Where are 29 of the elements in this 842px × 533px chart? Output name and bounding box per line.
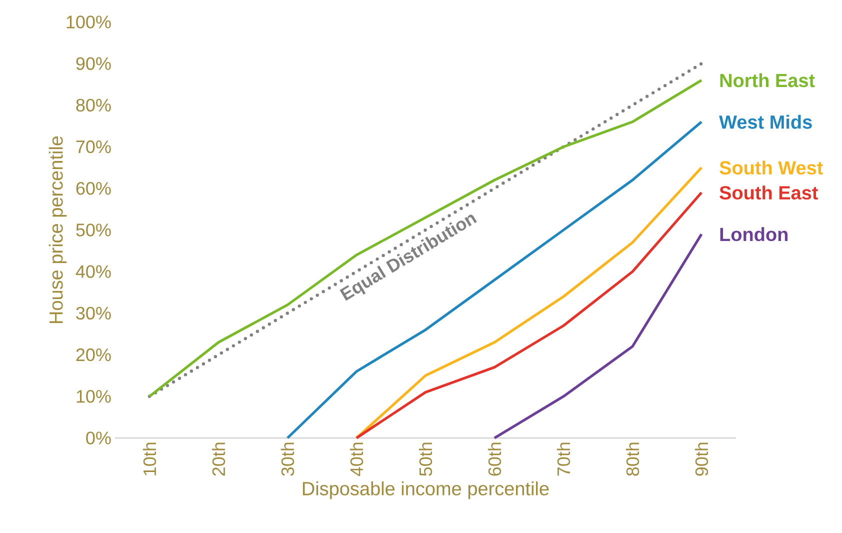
y-axis-title: House price percentile	[48, 136, 67, 323]
x-tick-label: 90th	[694, 442, 708, 476]
x-tick-label: 30th	[280, 442, 294, 476]
x-tick-label: 80th	[626, 442, 640, 476]
series-label: South West	[720, 160, 823, 175]
line-series	[286, 120, 703, 440]
y-tick-label: 70%	[76, 140, 111, 154]
y-tick-label: 10%	[76, 390, 111, 403]
x-tick-label: 20th	[212, 442, 226, 476]
series-label: North East	[720, 73, 815, 88]
y-tick-label: 90%	[76, 57, 111, 70]
x-tick-label: 50th	[418, 442, 432, 476]
series-label: South East	[720, 186, 818, 200]
y-tick-label: 40%	[76, 265, 111, 278]
y-tick-label: 50%	[76, 224, 111, 236]
y-tick-label: 30%	[76, 306, 111, 320]
line-series	[493, 232, 703, 440]
series-label: London	[720, 227, 788, 242]
y-tick-label: 80%	[76, 98, 111, 112]
y-tick-label: 0%	[86, 432, 111, 444]
x-tick-label: 10th	[142, 442, 156, 476]
series-label: West Mids	[719, 114, 812, 129]
x-tick-label: 40th	[350, 442, 364, 476]
x-tick-label: 60th	[488, 442, 502, 476]
y-tick-label: 20%	[76, 348, 111, 362]
y-tick-label: 60%	[76, 182, 111, 195]
x-tick-label: 70th	[556, 442, 570, 476]
x-axis-title: Disposable income percentile	[302, 481, 549, 500]
y-tick-label: 100%	[66, 16, 111, 28]
